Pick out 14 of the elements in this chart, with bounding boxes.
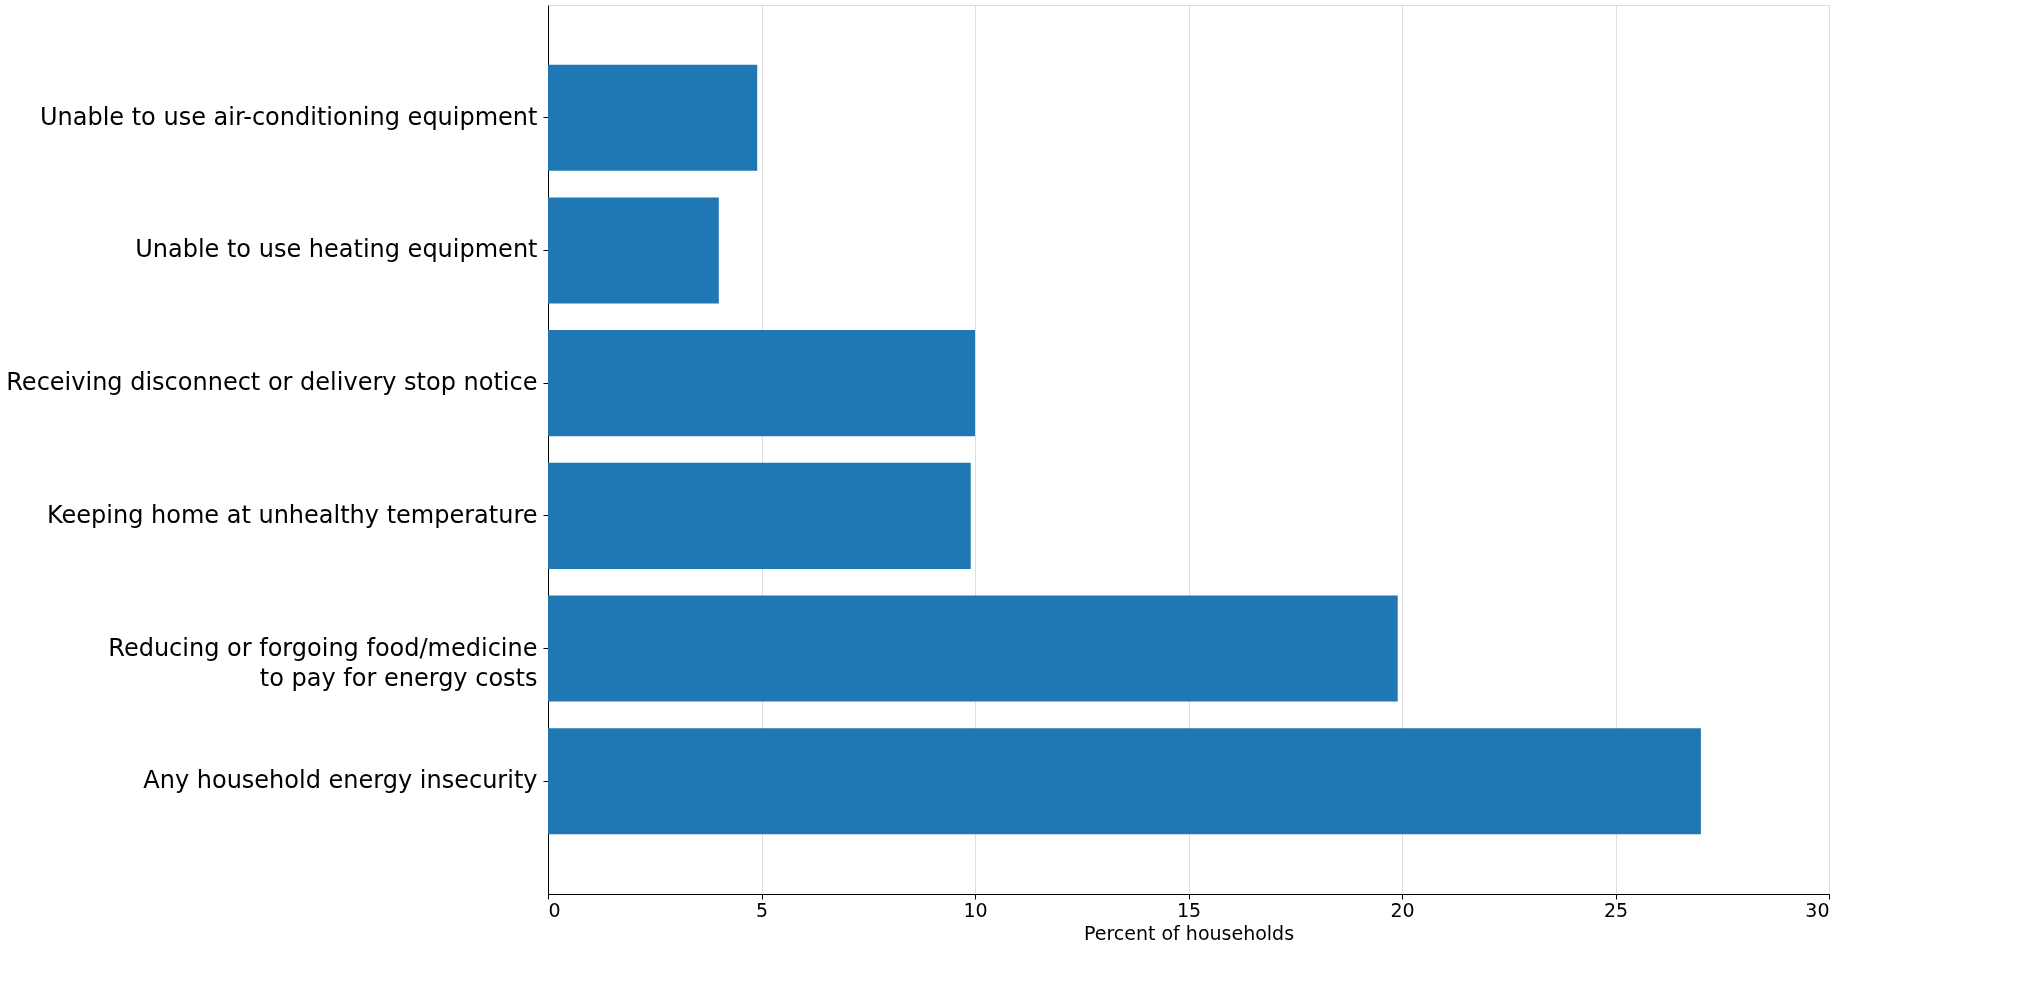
x-tick-label: 15 [1176, 898, 1202, 921]
y-tick-label: Unable to use heating equipment [135, 235, 538, 264]
x-tick-label: 25 [1603, 898, 1629, 921]
y-tick-label: Unable to use air-conditioning equipment [39, 102, 538, 131]
x-tick-label: 10 [963, 898, 988, 921]
x-axis-title: Percent of households [1083, 921, 1295, 944]
x-tick-label: 20 [1390, 898, 1415, 921]
y-tick-label: Receiving disconnect or delivery stop notice [6, 368, 538, 397]
x-tick-label: 5 [755, 898, 769, 921]
x-tick-label: 30 [1805, 898, 1830, 921]
x-tick-label: 0 [548, 898, 561, 921]
y-tick-label: Keeping home at unhealthy temperature [46, 500, 538, 529]
y-tick-label: Any household energy insecurity [143, 766, 538, 795]
y-tick-label: Reducing or forgoing food/medicine to pay for energy costs [108, 633, 538, 692]
